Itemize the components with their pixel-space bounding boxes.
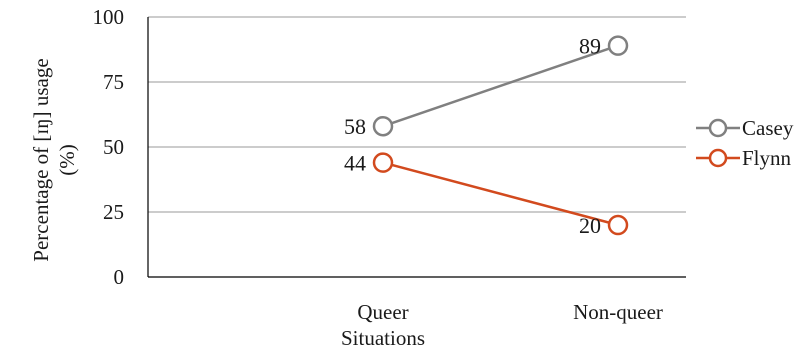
series-casey: 58 89: [344, 34, 629, 139]
legend-label-casey: Casey: [742, 116, 794, 140]
series-line-flynn: [382, 161, 619, 227]
axes: [147, 17, 686, 278]
y-axis-label-line-1: Percentage of [ɪŋ] usage: [29, 58, 53, 261]
data-label-flynn-0: 44: [344, 151, 366, 176]
series-flynn: 44 20: [344, 151, 629, 238]
x-tick-labels: Queer Non-queer: [357, 300, 663, 324]
data-label-casey-1: 89: [579, 34, 601, 59]
y-tick-label-75: 75: [103, 70, 124, 94]
y-tick-label-25: 25: [103, 200, 124, 224]
data-point-flynn-0: [372, 152, 394, 173]
data-label-casey-0: 58: [344, 114, 366, 139]
y-tick-label-100: 100: [93, 5, 125, 29]
gridlines: [148, 16, 686, 213]
data-point-flynn-1: [607, 214, 629, 236]
data-point-casey-1: [607, 35, 629, 56]
y-tick-labels: 0 25 50 75 100: [93, 5, 125, 289]
legend-marker-flynn: [708, 148, 728, 168]
legend-label-flynn: Flynn: [742, 146, 792, 170]
legend: Casey Flynn: [696, 116, 794, 170]
x-tick-label-1: Non-queer: [573, 300, 663, 324]
x-tick-label-0: Queer: [357, 300, 408, 324]
series-line-casey: [382, 44, 619, 128]
legend-item-flynn: Flynn: [696, 146, 792, 170]
legend-marker-casey: [708, 118, 728, 138]
y-tick-label-0: 0: [114, 265, 125, 289]
data-point-casey-0: [372, 115, 394, 137]
series-layer: 58 89 44 20: [344, 34, 629, 238]
legend-item-casey: Casey: [696, 116, 794, 140]
x-axis-label: Situations: [341, 326, 425, 347]
y-axis-label-line-2: (%): [55, 144, 79, 175]
y-tick-label-50: 50: [103, 135, 124, 159]
data-label-flynn-1: 20: [579, 213, 601, 238]
